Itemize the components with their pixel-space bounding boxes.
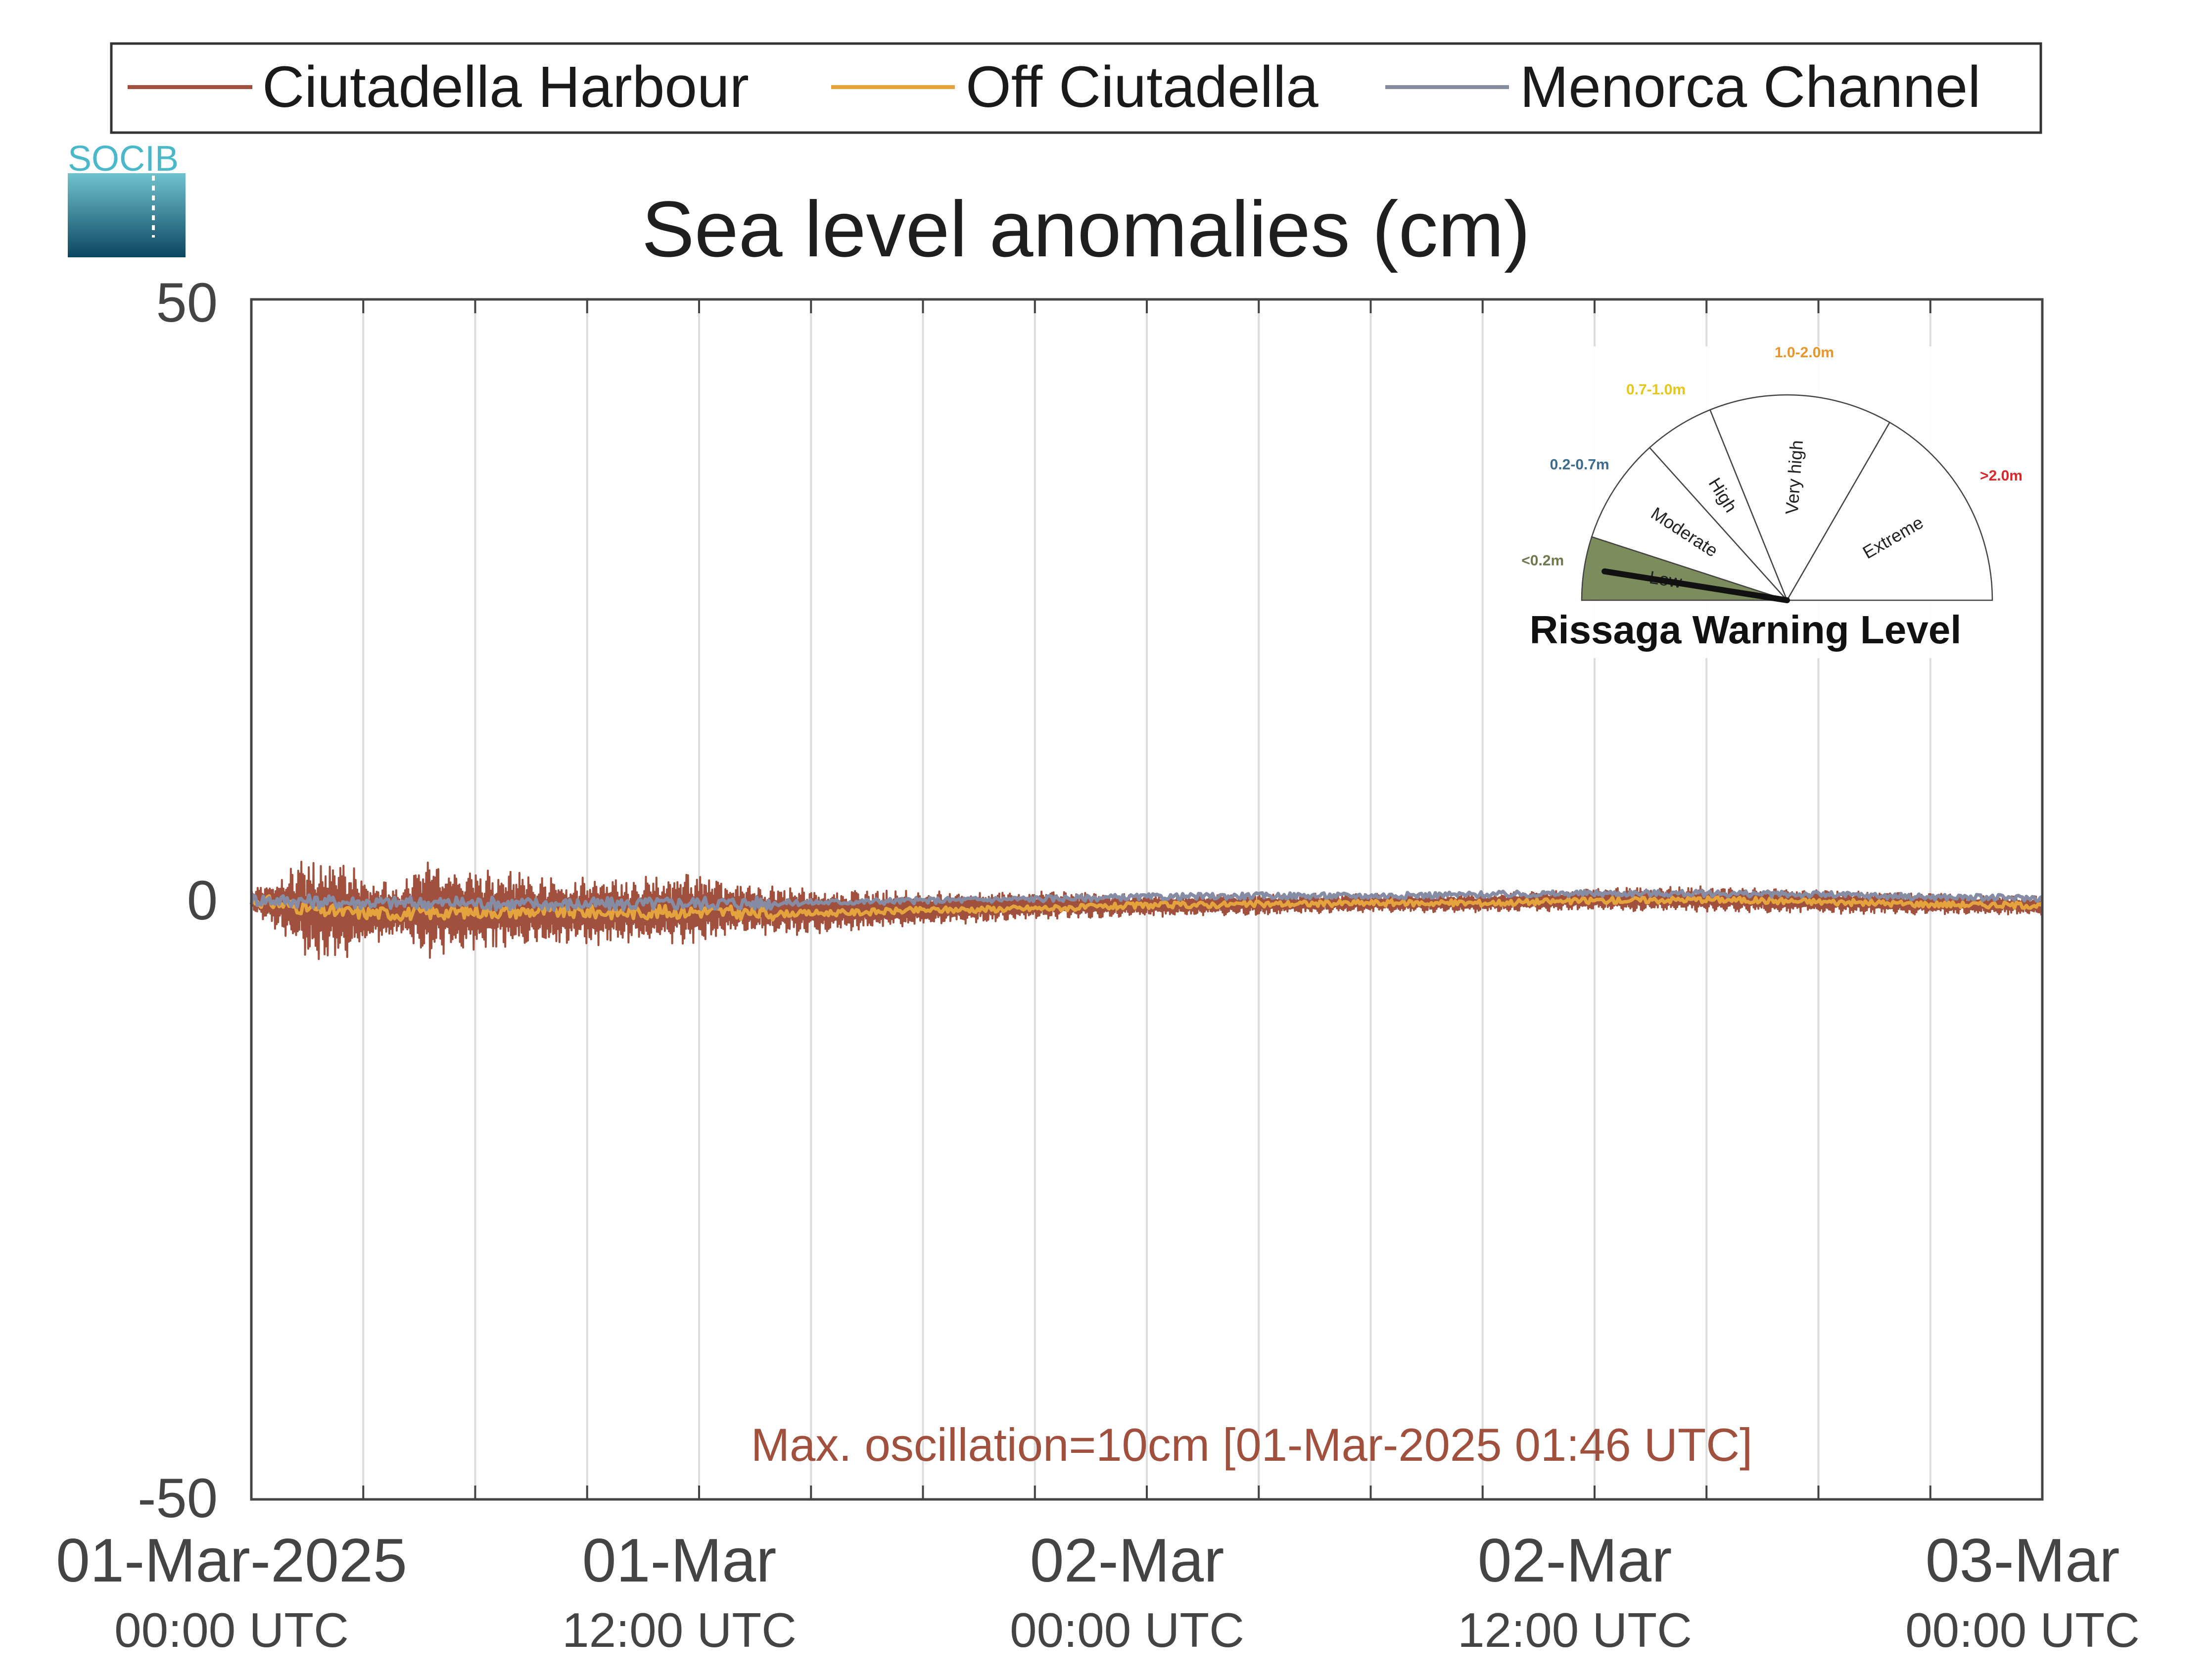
xtick-label-date: 03-Mar bbox=[1926, 1527, 2120, 1595]
logo-wave-block bbox=[68, 173, 186, 257]
ytick-label-bottom: -50 bbox=[138, 1467, 218, 1529]
x-tick-marks bbox=[250, 299, 2043, 1499]
gauge-sector-very-high bbox=[1709, 394, 1891, 602]
gauge-sector-extreme bbox=[1786, 421, 1993, 601]
xtick-label-time: 12:00 UTC bbox=[1458, 1603, 1692, 1657]
gauge-needle bbox=[1601, 568, 1790, 603]
legend: Ciutadella Harbour Off Ciutadella Menorc… bbox=[110, 42, 2042, 134]
ytick-label-zero: 0 bbox=[187, 869, 218, 931]
xtick-label-time: 00:00 UTC bbox=[1905, 1603, 2140, 1657]
x-tick-labels: 01-Mar-2025 00:00 UTC 01-Mar 12:00 UTC 02-Ma… bbox=[56, 1527, 2140, 1657]
max-oscillation-annotation: Max. oscillation=10cm [01-Mar-2025 01:46… bbox=[751, 1419, 1753, 1471]
rissaga-gauge: Low<0.2mModerate0.2-0.7mHigh0.7-1.0mVery… bbox=[1499, 344, 2024, 658]
chart-title: Sea level anomalies (cm) bbox=[642, 185, 1530, 273]
xtick-label-date: 01-Mar-2025 bbox=[56, 1527, 407, 1595]
legend-frame bbox=[110, 42, 2042, 134]
gauge-range-label: 1.0-2.0m bbox=[1775, 344, 1834, 361]
gauge-sector-moderate bbox=[1591, 446, 1789, 602]
legend-label-0: Ciutadella Harbour bbox=[262, 54, 749, 120]
legend-label-2: Menorca Channel bbox=[1520, 54, 1980, 120]
series-line-menorca-channel bbox=[249, 888, 2043, 912]
xtick-label-date: 02-Mar bbox=[1478, 1527, 1672, 1595]
xtick-label-time: 00:00 UTC bbox=[114, 1603, 349, 1657]
xtick-label-date: 01-Mar bbox=[582, 1527, 777, 1595]
series-line-off-ciutadella bbox=[250, 894, 2044, 922]
gauge-sector-high bbox=[1648, 409, 1788, 601]
xtick-label-time: 12:00 UTC bbox=[562, 1603, 797, 1657]
ytick-label-top: 50 bbox=[156, 272, 218, 334]
legend-label-1: Off Ciutadella bbox=[966, 54, 1318, 120]
gauge-range-label: 0.2-0.7m bbox=[1550, 457, 1609, 473]
socib-logo: SOCIB bbox=[68, 139, 186, 257]
xtick-label-time: 00:00 UTC bbox=[1010, 1603, 1244, 1657]
gauge-range-label: >2.0m bbox=[1980, 468, 2023, 484]
gauge-range-label: 0.7-1.0m bbox=[1626, 382, 1686, 398]
gauge-sectors: Low<0.2mModerate0.2-0.7mHigh0.7-1.0mVery… bbox=[1521, 344, 2023, 603]
gauge-range-label: <0.2m bbox=[1521, 553, 1564, 569]
logo-text: SOCIB bbox=[68, 139, 179, 179]
gauge-title: Rissaga Warning Level bbox=[1530, 608, 1962, 652]
xtick-label-date: 02-Mar bbox=[1030, 1527, 1224, 1595]
series-layer bbox=[249, 861, 2044, 960]
